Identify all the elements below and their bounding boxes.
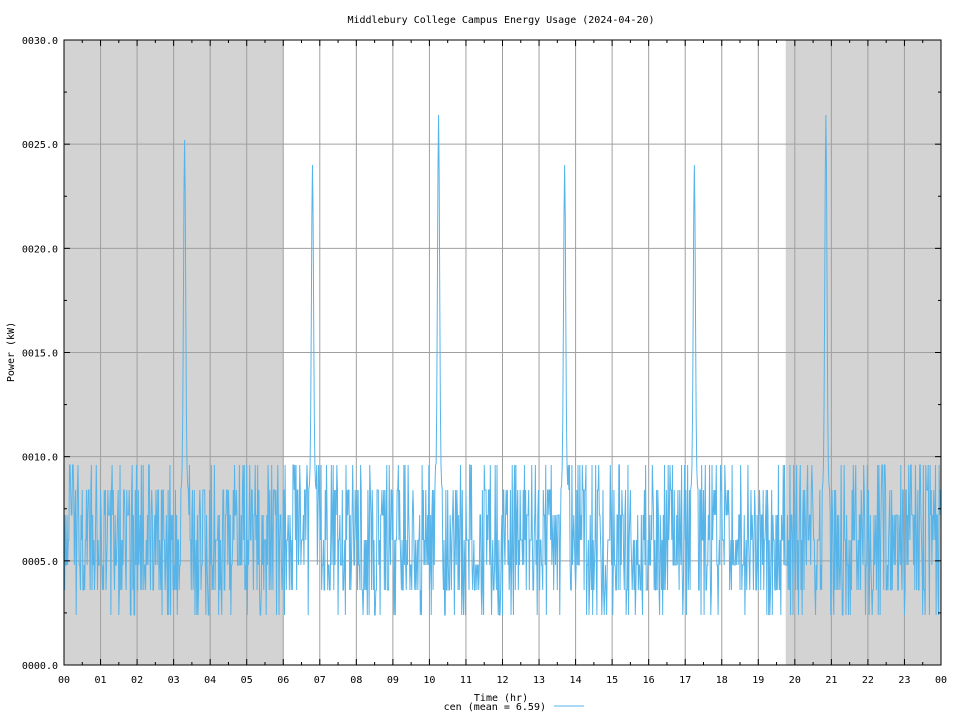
x-tick-label: 10 — [423, 675, 435, 686]
y-axis-label: Power (kW) — [6, 322, 17, 382]
x-tick-label: 22 — [862, 675, 874, 686]
y-tick-label: 0020.0 — [22, 244, 58, 255]
x-tick-label: 07 — [314, 675, 326, 686]
x-tick-label: 19 — [752, 675, 764, 686]
x-tick-label: 04 — [204, 675, 216, 686]
y-tick-label: 0025.0 — [22, 140, 58, 151]
x-tick-label: 08 — [350, 675, 362, 686]
x-tick-label: 09 — [387, 675, 399, 686]
x-tick-label: 13 — [533, 675, 545, 686]
x-tick-label: 00 — [935, 675, 947, 686]
x-tick-label: 01 — [95, 675, 107, 686]
x-tick-label: 06 — [277, 675, 289, 686]
y-tick-label: 0005.0 — [22, 557, 58, 568]
axis-ticks: 00 01 02 03 04 05 06 07 08 09 10 11 12 13 14 15 16 17 18 19… — [22, 36, 947, 686]
x-tick-label: 23 — [898, 675, 910, 686]
y-tick-label: 0010.0 — [22, 453, 58, 464]
series-layer — [63, 114, 941, 616]
x-tick-label: 18 — [716, 675, 728, 686]
y-tick-label: 0015.0 — [22, 349, 58, 360]
x-tick-label: 12 — [496, 675, 508, 686]
x-tick-label: 05 — [241, 675, 253, 686]
y-tick-label: 0000.0 — [22, 661, 58, 672]
x-axis-label: Time (hr) — [474, 693, 528, 704]
x-tick-label: 14 — [570, 675, 582, 686]
x-tick-label: 21 — [825, 675, 837, 686]
x-tick-label: 15 — [606, 675, 618, 686]
y-tick-label: 0030.0 — [22, 36, 58, 47]
x-tick-label: 03 — [168, 675, 180, 686]
x-tick-label: 02 — [131, 675, 143, 686]
x-tick-label: 16 — [643, 675, 655, 686]
series-line-cen — [63, 114, 941, 616]
legend-label: cen (mean = 6.59) — [444, 702, 546, 713]
x-tick-label: 20 — [789, 675, 801, 686]
legend: cen (mean = 6.59) — [444, 702, 584, 713]
x-tick-label: 11 — [460, 675, 472, 686]
grid-lines — [64, 40, 941, 665]
chart-title: Middlebury College Campus Energy Usage (… — [347, 15, 654, 26]
x-tick-label: 00 — [58, 675, 70, 686]
x-tick-label: 17 — [679, 675, 691, 686]
